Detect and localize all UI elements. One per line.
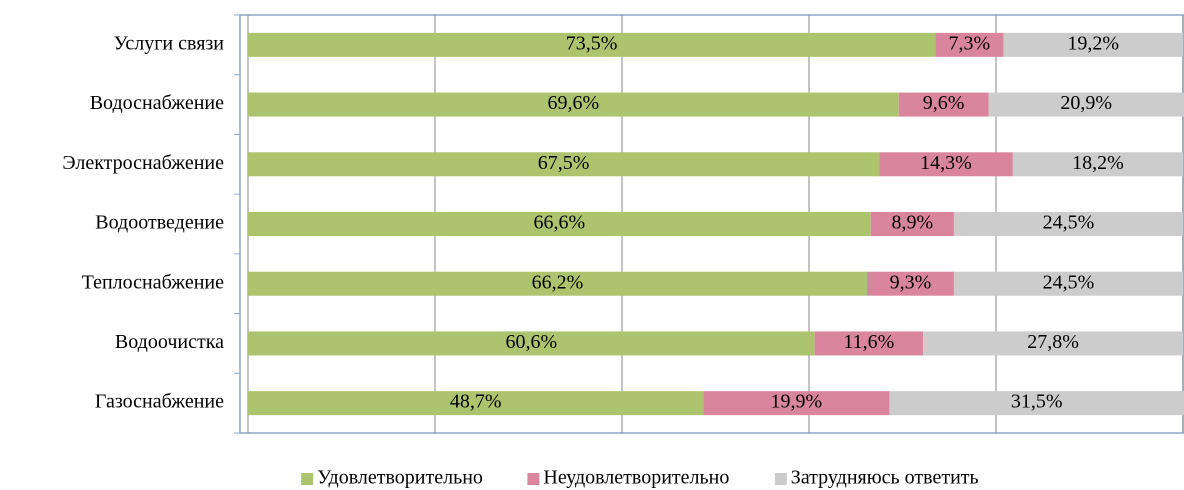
bar-segment xyxy=(814,331,924,356)
bar-segment xyxy=(898,92,989,117)
data-label: 8,9% xyxy=(891,212,933,234)
data-label: 24,5% xyxy=(1043,271,1095,293)
y-tick-label: Водоснабжение xyxy=(90,92,224,114)
bar-segment xyxy=(935,32,1004,57)
y-tick-label: Газоснабжение xyxy=(95,391,224,413)
bar-segment xyxy=(879,152,1013,177)
bar-segment xyxy=(248,92,899,117)
data-label: 18,2% xyxy=(1072,152,1124,174)
data-label: 20,9% xyxy=(1060,92,1112,114)
data-label: 9,6% xyxy=(923,92,965,114)
bar-segment xyxy=(1012,152,1183,177)
y-tick-label: Услуги связи xyxy=(114,32,225,54)
legend-label: Удовлетворительно xyxy=(317,467,483,489)
bar-segment xyxy=(248,152,880,177)
bar-segment xyxy=(889,391,1184,416)
data-label: 48,7% xyxy=(450,391,502,413)
bar-segment xyxy=(988,92,1184,117)
data-label: 19,9% xyxy=(771,391,823,413)
bar-segment xyxy=(703,391,890,416)
legend-swatch xyxy=(301,473,314,485)
bar-segment xyxy=(248,212,871,236)
bar-segment xyxy=(953,271,1183,296)
data-label: 66,6% xyxy=(534,212,586,234)
bar-segment xyxy=(248,32,936,57)
bar-segment xyxy=(953,212,1183,236)
legend-label: Неудовлетворительно xyxy=(543,467,729,489)
data-label: 19,2% xyxy=(1067,32,1119,54)
data-label: 31,5% xyxy=(1011,391,1063,413)
legend-swatch xyxy=(774,473,787,485)
y-tick-label: Теплоснабжение xyxy=(82,271,224,293)
bar-segment xyxy=(870,212,954,236)
legend-label: Затрудняюсь ответить xyxy=(791,467,979,489)
data-label: 11,6% xyxy=(843,331,894,353)
bar-segment xyxy=(248,331,815,356)
data-label: 24,5% xyxy=(1043,212,1095,234)
y-tick-label: Водоочистка xyxy=(115,331,224,353)
data-label: 69,6% xyxy=(548,92,600,114)
data-label: 9,3% xyxy=(890,271,932,293)
data-label: 67,5% xyxy=(538,152,590,174)
data-label: 60,6% xyxy=(505,331,557,353)
bar-segment xyxy=(1003,32,1183,57)
data-label: 7,3% xyxy=(949,32,991,54)
bar-segment xyxy=(248,271,867,296)
bar-segment xyxy=(866,271,954,296)
data-label: 14,3% xyxy=(920,152,972,174)
legend-swatch xyxy=(527,473,540,485)
data-label: 27,8% xyxy=(1027,331,1079,353)
data-label: 73,5% xyxy=(566,32,618,54)
y-tick-label: Водоотведение xyxy=(95,212,224,234)
bar-segment xyxy=(248,391,704,416)
data-label: 66,2% xyxy=(532,271,584,293)
bar-segment xyxy=(923,331,1183,356)
y-tick-label: Электроснабжение xyxy=(62,152,224,174)
